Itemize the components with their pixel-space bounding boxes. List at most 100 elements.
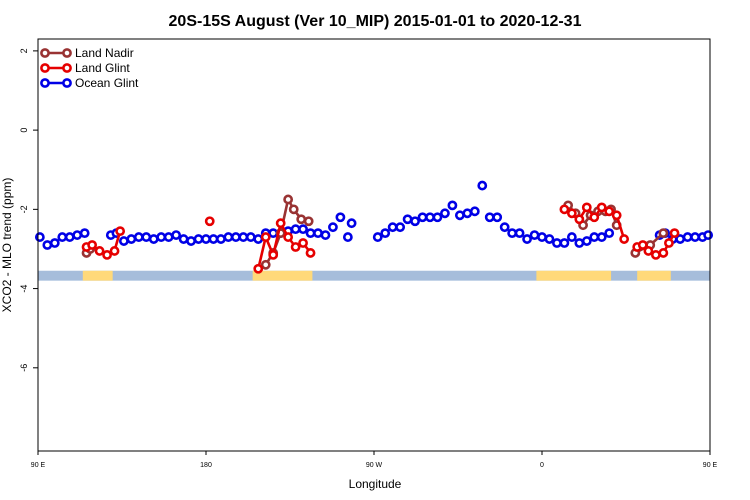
ocean-glint-point — [186, 236, 196, 246]
ocean-glint-point — [522, 234, 532, 244]
y-tick-label: 0 — [19, 128, 29, 133]
x-tick-label: 90 W — [366, 462, 383, 469]
y-axis-label: XCO2 - MLO trend (ppm) — [0, 178, 14, 313]
ocean-glint-point — [268, 228, 279, 239]
ocean-glint-point — [469, 206, 480, 217]
ocean-glint-point — [223, 232, 234, 242]
legend-label-land-glint: Land Glint — [75, 61, 130, 75]
axes-layer: -6 -4 -2 0 2 90 E 180 90 W 0 90 E — [19, 48, 718, 469]
land-glint-point — [559, 204, 570, 215]
ocean-glint-point — [410, 216, 420, 227]
legend-label-land-nadir: Land Nadir — [75, 46, 134, 60]
ocean-glint-point — [477, 180, 488, 191]
ocean-glint-point — [417, 212, 428, 223]
ocean-glint-point — [305, 228, 316, 239]
land-glint-point — [669, 228, 680, 239]
ocean-glint-point — [544, 234, 555, 244]
y-tick-label: -4 — [19, 285, 29, 293]
legend-marker-land-glint — [40, 63, 50, 73]
land-glint-point — [115, 226, 126, 237]
surface-land-patch — [252, 270, 313, 281]
land-glint-point — [290, 242, 301, 252]
land-glint-point — [566, 208, 577, 219]
land-glint-point — [109, 246, 120, 256]
land-glint-point — [260, 232, 271, 242]
land-glint-point — [102, 250, 112, 260]
land-glint-point — [268, 250, 279, 260]
land-glint-point — [596, 202, 607, 213]
land-nadir-point — [658, 228, 669, 239]
ocean-glint-point — [574, 238, 585, 248]
land-glint-point — [664, 238, 674, 248]
y-tick-label: 2 — [19, 48, 29, 53]
ocean-glint-point — [566, 232, 577, 242]
ocean-glint-point — [454, 210, 465, 221]
surface-land-patch — [637, 270, 671, 281]
legend-marker-ocean-glint — [62, 78, 72, 88]
ocean-glint-point — [34, 232, 45, 242]
plot-frame — [37, 38, 711, 452]
surface-land-patch — [536, 270, 612, 281]
land-glint-point — [658, 248, 669, 258]
ocean-glint-point — [447, 200, 458, 211]
ocean-glint-point — [163, 232, 174, 242]
ocean-glint-point — [703, 230, 714, 240]
legend-marker-land-nadir — [62, 48, 72, 58]
ocean-glint-point — [682, 232, 693, 242]
land-nadir-point — [283, 194, 294, 205]
surface-ocean-band — [38, 270, 710, 281]
land-glint-point — [589, 212, 600, 223]
ocean-glint-point — [690, 232, 700, 242]
land-nadir-point — [303, 216, 314, 227]
ocean-glint-point — [335, 212, 346, 223]
ocean-glint-point — [72, 230, 83, 240]
ocean-glint-point — [118, 236, 129, 246]
legend-marker-land-glint — [62, 63, 72, 73]
land-glint-point — [204, 216, 215, 227]
ocean-glint-point — [372, 232, 383, 242]
ocean-glint-point — [156, 232, 167, 242]
ocean-glint-point — [596, 232, 607, 242]
land-glint-point — [604, 206, 615, 217]
ocean-glint-point — [298, 224, 308, 235]
ocean-glint-point — [320, 230, 331, 240]
legend-marker-land-nadir — [40, 48, 50, 58]
ocean-glint-point — [432, 212, 443, 223]
ocean-glint-point — [581, 236, 592, 246]
y-tick-label: -6 — [19, 364, 29, 372]
ocean-glint-point — [514, 228, 525, 239]
x-axis-label: Longitude — [349, 477, 402, 491]
ocean-glint-point — [529, 230, 540, 240]
ocean-glint-point — [201, 234, 211, 244]
ocean-glint-point — [238, 232, 249, 242]
ocean-glint-point — [440, 208, 450, 219]
ocean-glint-point — [604, 228, 615, 239]
land-glint-point — [611, 210, 622, 221]
ocean-glint-point — [387, 222, 398, 233]
land-glint-point — [581, 202, 592, 213]
land-glint-point — [298, 238, 308, 248]
ocean-glint-point — [79, 228, 90, 239]
ocean-glint-point — [346, 218, 357, 229]
land-glint-point — [87, 240, 98, 250]
ocean-glint-point — [148, 234, 159, 244]
ocean-glint-point — [484, 212, 495, 223]
land-glint-point — [637, 240, 648, 250]
ocean-glint-point — [230, 232, 241, 242]
ocean-glint-point — [552, 238, 562, 248]
land-glint-point — [253, 263, 264, 274]
ocean-glint-point — [178, 234, 189, 244]
land-glint-point — [283, 232, 294, 242]
ocean-glint-point — [290, 224, 301, 235]
ocean-glint-point — [380, 228, 391, 239]
land-glint-point — [619, 234, 630, 244]
ocean-glint-point — [395, 222, 406, 233]
ocean-glint-point — [492, 212, 503, 223]
ocean-glint-point — [171, 230, 182, 240]
land-glint-point — [305, 248, 316, 258]
series-layer — [34, 180, 714, 274]
land-glint-point — [574, 214, 585, 225]
ocean-glint-point — [313, 228, 323, 239]
